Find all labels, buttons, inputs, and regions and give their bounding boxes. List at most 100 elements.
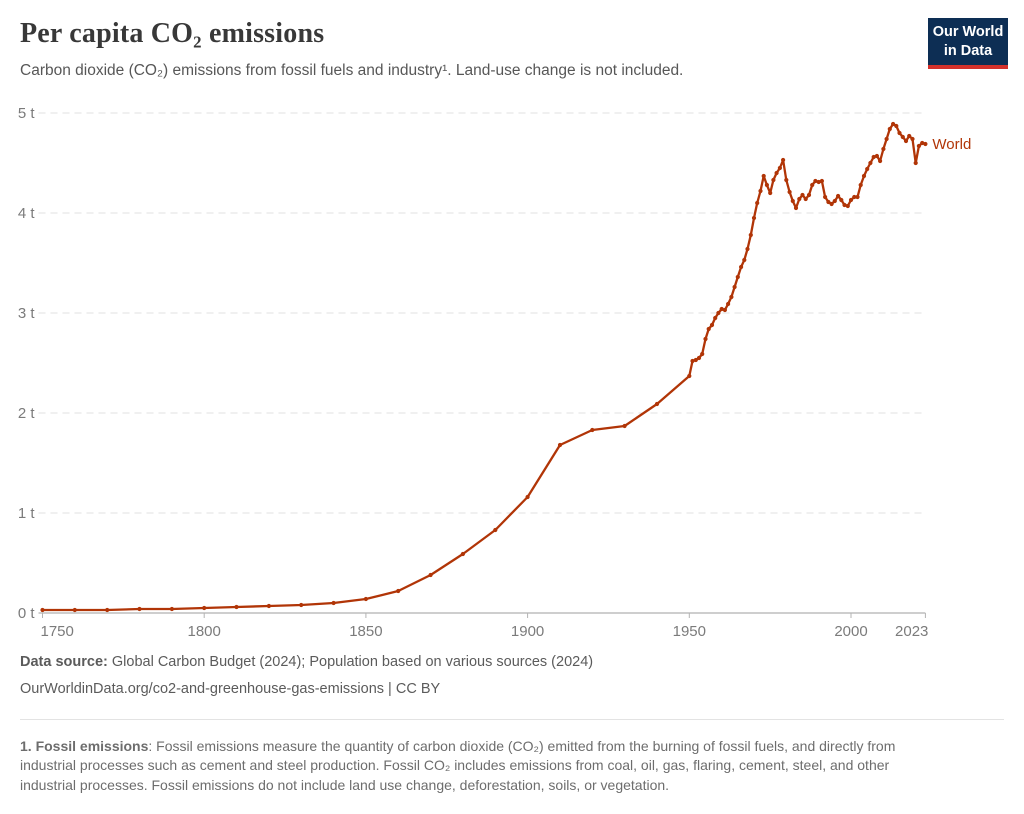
source-url-line[interactable]: OurWorldinData.org/co2-and-greenhouse-ga… — [20, 680, 441, 697]
data-point[interactable] — [331, 600, 336, 606]
data-point[interactable] — [590, 427, 595, 433]
data-point[interactable] — [797, 196, 802, 202]
owid-logo[interactable]: Our World in Data — [928, 18, 1008, 69]
data-point[interactable] — [764, 182, 770, 188]
data-point[interactable] — [900, 134, 905, 140]
data-point[interactable] — [784, 177, 789, 183]
data-point[interactable] — [742, 257, 747, 263]
data-point[interactable] — [781, 157, 786, 163]
data-point[interactable] — [907, 133, 912, 139]
data-point[interactable] — [428, 572, 433, 578]
data-point[interactable] — [894, 123, 899, 129]
data-point[interactable] — [202, 605, 207, 611]
data-point[interactable] — [819, 178, 825, 184]
data-point[interactable] — [363, 596, 368, 602]
data-point[interactable] — [881, 146, 886, 152]
data-point[interactable] — [884, 136, 889, 142]
data-point[interactable] — [460, 551, 465, 557]
data-point[interactable] — [855, 194, 860, 200]
data-point[interactable] — [816, 179, 821, 185]
data-point[interactable] — [726, 301, 731, 307]
data-point[interactable] — [751, 215, 757, 221]
footnote-text: : Fossil emissions measure the quantity … — [20, 738, 896, 793]
data-point[interactable] — [803, 196, 808, 202]
data-point[interactable] — [396, 588, 401, 594]
data-point[interactable] — [813, 178, 818, 184]
data-point[interactable] — [777, 165, 783, 171]
emissions-line-chart[interactable]: 0 t 1 t 2 t 3 t 4 t 5 t 1750 1800 1850 1900 1950 20… — [0, 0, 1024, 650]
data-point[interactable] — [871, 154, 876, 160]
data-point[interactable] — [709, 322, 715, 328]
data-point[interactable] — [887, 126, 892, 132]
data-point[interactable] — [719, 306, 724, 312]
data-point[interactable] — [913, 160, 918, 166]
data-point[interactable] — [493, 527, 498, 533]
data-point[interactable] — [735, 274, 740, 280]
series-label-world[interactable]: World — [932, 136, 971, 153]
data-point[interactable] — [848, 197, 854, 203]
data-point[interactable] — [836, 193, 841, 199]
data-point[interactable] — [716, 310, 721, 316]
data-point[interactable] — [787, 189, 792, 195]
data-point[interactable] — [823, 194, 828, 200]
series-line-world[interactable] — [41, 122, 927, 612]
data-point[interactable] — [745, 246, 750, 252]
data-point[interactable] — [878, 158, 883, 164]
data-point[interactable] — [771, 177, 776, 183]
data-point[interactable] — [832, 198, 837, 204]
data-point[interactable] — [266, 603, 271, 609]
data-point[interactable] — [557, 442, 563, 448]
data-point[interactable] — [137, 606, 142, 612]
data-point[interactable] — [910, 136, 915, 142]
data-point[interactable] — [758, 188, 763, 194]
data-point[interactable] — [700, 351, 705, 357]
data-point[interactable] — [806, 192, 812, 198]
data-point[interactable] — [845, 203, 850, 209]
data-point[interactable] — [169, 606, 174, 612]
data-point[interactable] — [868, 160, 873, 166]
data-point[interactable] — [696, 355, 702, 361]
data-point[interactable] — [72, 607, 77, 613]
data-point[interactable] — [800, 192, 805, 198]
data-point[interactable] — [916, 143, 922, 149]
data-point[interactable] — [842, 202, 847, 208]
data-point[interactable] — [874, 153, 880, 159]
data-point[interactable] — [687, 373, 692, 379]
data-point[interactable] — [622, 423, 627, 429]
data-point[interactable] — [299, 602, 304, 608]
data-point[interactable] — [654, 401, 660, 407]
data-point[interactable] — [729, 294, 734, 300]
data-point[interactable] — [690, 358, 695, 364]
data-point[interactable] — [706, 326, 711, 332]
data-point[interactable] — [722, 307, 728, 313]
data-point[interactable] — [703, 336, 708, 342]
data-point[interactable] — [897, 130, 902, 136]
data-point[interactable] — [793, 205, 799, 211]
data-point[interactable] — [525, 494, 530, 500]
data-point[interactable] — [903, 138, 909, 144]
data-point[interactable] — [839, 197, 844, 203]
data-point[interactable] — [891, 121, 896, 127]
data-point[interactable] — [810, 182, 815, 188]
data-point[interactable] — [40, 607, 45, 613]
data-point[interactable] — [826, 199, 831, 205]
data-point[interactable] — [713, 315, 718, 321]
data-point[interactable] — [920, 140, 925, 146]
data-point[interactable] — [774, 170, 779, 176]
data-point[interactable] — [861, 173, 867, 179]
data-point[interactable] — [234, 604, 239, 610]
data-point[interactable] — [761, 173, 766, 179]
data-point[interactable] — [923, 141, 928, 147]
data-point[interactable] — [865, 166, 870, 172]
data-point[interactable] — [852, 194, 857, 200]
data-point[interactable] — [732, 284, 737, 290]
data-point[interactable] — [693, 357, 698, 363]
data-point[interactable] — [105, 607, 110, 613]
data-point[interactable] — [748, 232, 753, 238]
data-point[interactable] — [755, 200, 760, 206]
data-point[interactable] — [790, 198, 795, 204]
data-point[interactable] — [829, 201, 834, 207]
data-point[interactable] — [858, 182, 863, 188]
data-point[interactable] — [768, 190, 773, 196]
data-point[interactable] — [739, 264, 744, 270]
